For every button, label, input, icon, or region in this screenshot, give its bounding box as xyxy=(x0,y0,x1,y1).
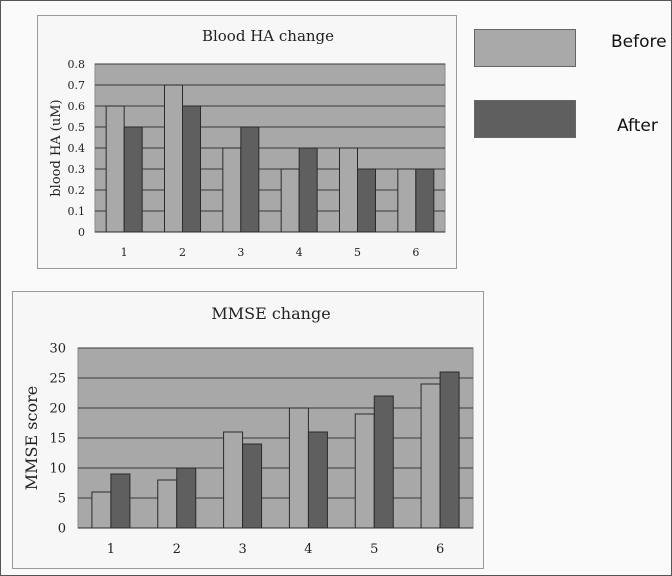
ha-bar-after xyxy=(123,126,143,233)
mmse-x-tick-label: 1 xyxy=(107,542,115,557)
mmse-bar-before xyxy=(157,479,178,529)
mmse-bar-after xyxy=(373,395,394,529)
ha-x-tick-label: 3 xyxy=(237,246,244,259)
ha-y-tick-label: 0.6 xyxy=(68,100,86,113)
ha-x-tick-label: 5 xyxy=(354,246,361,259)
ha-bar-before xyxy=(222,147,242,233)
mmse-bar-before xyxy=(420,383,441,529)
legend-before-swatch xyxy=(474,29,576,67)
mmse-bar-after xyxy=(307,431,328,529)
ha-bar-before xyxy=(164,84,183,233)
mmse-y-tick-label: 5 xyxy=(58,492,66,507)
mmse-bar-before xyxy=(288,407,309,529)
mmse-x-tick-label: 3 xyxy=(238,542,246,557)
mmse-y-tick-label: 25 xyxy=(49,372,66,387)
ha-y-tick-label: 0.5 xyxy=(68,121,86,134)
mmse-bar-after xyxy=(110,473,131,529)
ha-bar-before xyxy=(105,105,125,233)
ha-y-tick-label: 0.2 xyxy=(68,184,86,197)
mmse-y-tick-label: 0 xyxy=(58,522,66,537)
mmse-y-tick-label: 15 xyxy=(49,432,66,447)
blood-ha-chart-panel: Blood HA change 0 0.1 0.2 0.3 0.4 0.5 0.6 0.7 0.8… xyxy=(37,15,457,269)
mmse-bar-before xyxy=(223,431,244,529)
ha-bar-after xyxy=(240,126,260,233)
ha-bar-after xyxy=(357,168,376,233)
mmse-bar-after xyxy=(439,371,460,529)
mmse-bar-after xyxy=(176,467,197,529)
ha-y-tick-label: 0.3 xyxy=(68,163,86,176)
mmse-chart: MMSE change 0 5 10 15 20 25 30 MMSE score 1 2 3 4 5 6 xyxy=(22,304,474,557)
mmse-y-tick-label: 20 xyxy=(49,402,66,417)
legend-before-label: Before xyxy=(611,32,667,52)
mmse-y-tick-label: 30 xyxy=(49,342,66,357)
blood-ha-chart: Blood HA change 0 0.1 0.2 0.3 0.4 0.5 0.6 0.7 0.8… xyxy=(49,27,446,259)
ha-y-tick-label: 0.7 xyxy=(68,79,86,92)
mmse-y-tick-label: 10 xyxy=(49,462,66,477)
mmse-y-axis-label: MMSE score xyxy=(22,386,41,490)
ha-chart-title: Blood HA change xyxy=(202,27,334,45)
ha-x-tick-label: 6 xyxy=(412,246,419,259)
mmse-x-tick-label: 2 xyxy=(173,542,181,557)
mmse-x-tick-label: 4 xyxy=(304,542,312,557)
mmse-x-tick-label: 6 xyxy=(436,542,444,557)
mmse-chart-panel: MMSE change 0 5 10 15 20 25 30 MMSE score 1 2 3 4 5 6 xyxy=(12,291,484,569)
legend-after-label: After xyxy=(617,116,658,136)
mmse-chart-title: MMSE change xyxy=(211,304,330,323)
mmse-bar-after xyxy=(242,443,263,529)
ha-x-tick-label: 1 xyxy=(121,246,128,259)
mmse-x-tick-label: 5 xyxy=(370,542,378,557)
ha-y-tick-label: 0 xyxy=(78,226,85,239)
legend-after-swatch xyxy=(474,100,576,138)
ha-bar-before xyxy=(397,168,417,233)
ha-y-axis-label: blood HA (uM) xyxy=(49,99,64,196)
ha-x-tick-label: 2 xyxy=(179,246,186,259)
ha-bar-after xyxy=(182,105,201,233)
ha-x-tick-label: 4 xyxy=(296,246,303,259)
ha-bar-after xyxy=(298,147,318,233)
mmse-bar-before xyxy=(354,413,375,529)
ha-bar-after xyxy=(415,168,435,233)
mmse-bar-before xyxy=(91,491,112,529)
ha-y-tick-label: 0.4 xyxy=(68,142,86,155)
ha-y-tick-label: 0.1 xyxy=(68,205,86,218)
ha-bar-before xyxy=(339,147,358,233)
ha-bar-before xyxy=(280,168,300,233)
ha-y-tick-label: 0.8 xyxy=(68,58,86,71)
